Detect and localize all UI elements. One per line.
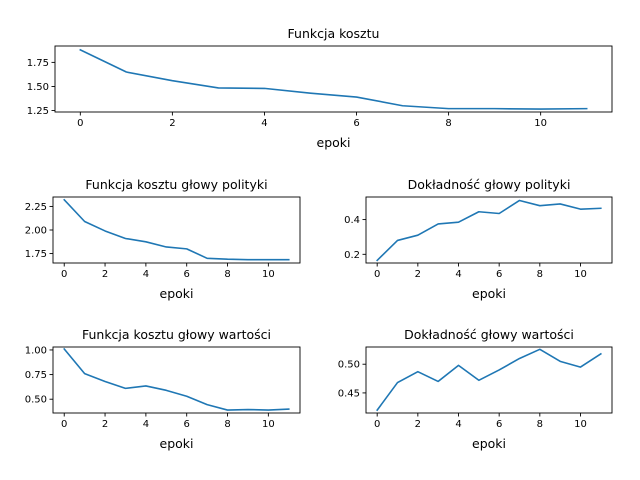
x-tick-label: 6 <box>353 118 359 129</box>
y-tick-label: 1.75 <box>25 249 47 260</box>
series-line <box>376 199 602 262</box>
subplot-title: Funkcja kosztu głowy polityki <box>85 177 267 192</box>
x-tick-label: 4 <box>143 419 149 430</box>
x-tick-label: 8 <box>224 419 230 430</box>
subplot-title: Dokładność głowy polityki <box>408 177 571 192</box>
x-tick-label: 6 <box>496 419 502 430</box>
x-tick-label: 8 <box>224 269 230 280</box>
x-tick-label: 10 <box>574 419 587 430</box>
x-tick-label: 0 <box>61 269 67 280</box>
subplot-title: Funkcja kosztu głowy wartości <box>82 327 271 342</box>
series-line <box>79 48 588 110</box>
y-tick-label: 0.75 <box>25 370 47 381</box>
x-tick-label: 2 <box>415 269 421 280</box>
x-axis-label: epoki <box>472 436 506 451</box>
axes-frame <box>365 346 613 414</box>
x-tick-label: 8 <box>445 118 451 129</box>
y-tick-label: 2.25 <box>25 202 47 213</box>
y-tick-label: 0.50 <box>338 360 360 371</box>
x-tick-label: 0 <box>374 419 380 430</box>
x-tick-label: 10 <box>534 118 547 129</box>
x-tick-label: 8 <box>537 269 543 280</box>
subplot-p3: 0 2 4 6 8 10 0.2 0.4 Dokładność głowy polityki ep… <box>344 177 613 301</box>
x-axis-label: epoki <box>160 286 194 301</box>
x-tick-label: 4 <box>143 269 149 280</box>
y-tick-label: 0.45 <box>338 388 360 399</box>
x-tick-label: 10 <box>262 419 275 430</box>
subplot-p5: 0 2 4 6 8 10 0.45 0.50 Dokładność głowy wartości… <box>338 327 613 451</box>
x-tick-label: 2 <box>102 419 108 430</box>
y-tick-label: 1.00 <box>25 345 47 356</box>
x-tick-label: 4 <box>455 419 461 430</box>
y-tick-label: 2.00 <box>25 226 47 237</box>
axes-frame <box>365 196 613 264</box>
x-tick-label: 4 <box>261 118 267 129</box>
series-line <box>376 348 602 412</box>
axes-frame <box>54 45 613 113</box>
x-tick-label: 0 <box>77 118 83 129</box>
x-axis-label: epoki <box>472 286 506 301</box>
y-tick-label: 1.75 <box>27 58 49 69</box>
series-line <box>63 347 290 411</box>
subplot-title: Funkcja kosztu <box>288 26 380 41</box>
x-tick-label: 10 <box>574 269 587 280</box>
x-tick-label: 2 <box>169 118 175 129</box>
y-tick-label: 0.4 <box>344 215 360 226</box>
axes-frame <box>52 346 301 414</box>
subplot-p1: 0 2 4 6 8 10 1.25 1.50 1.75 Funkcja kosztu epoki <box>27 26 613 150</box>
x-tick-label: 4 <box>455 269 461 280</box>
x-tick-label: 10 <box>262 269 275 280</box>
y-tick-label: 0.2 <box>344 250 360 261</box>
x-tick-label: 0 <box>374 269 380 280</box>
x-tick-label: 0 <box>61 419 67 430</box>
x-tick-label: 8 <box>537 419 543 430</box>
x-tick-label: 2 <box>102 269 108 280</box>
y-tick-label: 1.25 <box>27 106 49 117</box>
y-tick-label: 0.50 <box>25 395 47 406</box>
x-tick-label: 6 <box>184 269 190 280</box>
x-axis-label: epoki <box>160 436 194 451</box>
subplot-title: Dokładność głowy wartości <box>404 327 574 342</box>
x-axis-label: epoki <box>317 135 351 150</box>
y-tick-label: 1.50 <box>27 82 49 93</box>
x-tick-label: 6 <box>184 419 190 430</box>
subplot-p2: 0 2 4 6 8 10 1.75 2.00 2.25 Funkcja kosztu głowy … <box>25 177 301 301</box>
series-line <box>63 198 290 261</box>
x-tick-label: 2 <box>415 419 421 430</box>
x-tick-label: 6 <box>496 269 502 280</box>
subplot-p4: 0 2 4 6 8 10 0.50 0.75 1.00 Funkcja kosztu głowy … <box>25 327 301 451</box>
